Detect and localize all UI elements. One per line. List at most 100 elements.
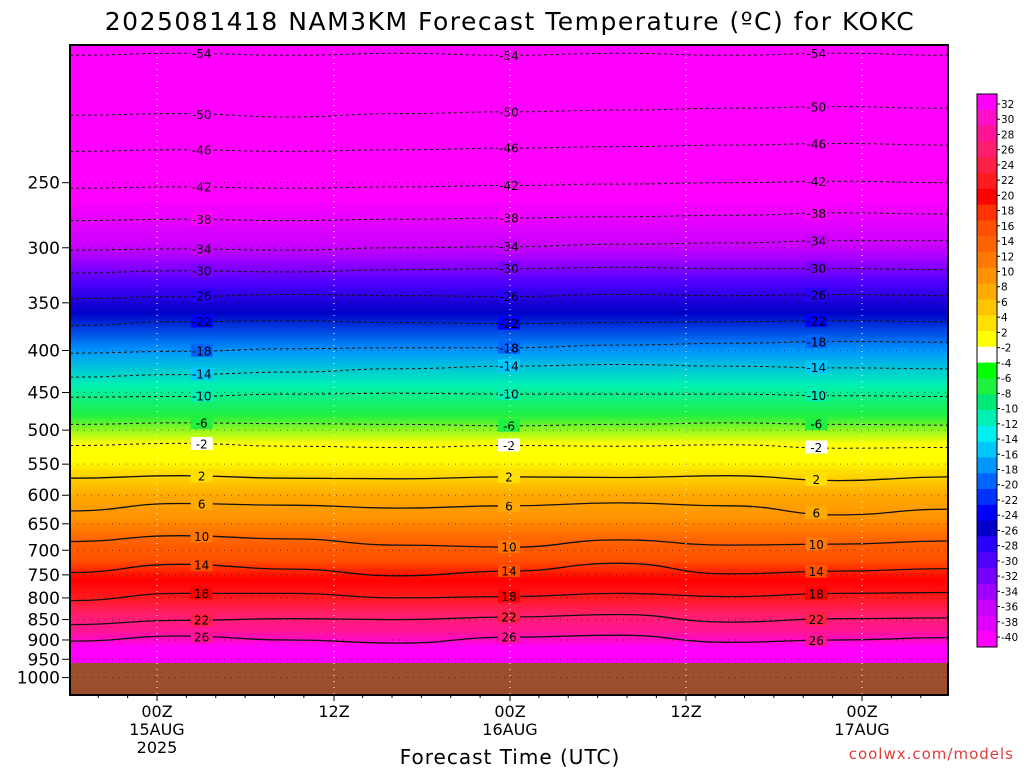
y-tick-label: 500 <box>28 421 60 441</box>
isotherm-label: -2 <box>196 437 208 451</box>
isotherm-label-bg <box>498 239 520 253</box>
below-ground-area <box>70 663 948 695</box>
isotherm-label: 26 <box>809 634 824 648</box>
colorbar-label: 14 <box>1001 236 1015 248</box>
isotherm-label: -30 <box>499 262 519 276</box>
isotherm-label: -42 <box>806 175 826 189</box>
isotherm-label-bg <box>498 178 520 192</box>
isotherm-label: -30 <box>192 265 212 279</box>
isotherm-label: 14 <box>809 565 824 579</box>
isotherm-label: -14 <box>806 361 826 375</box>
y-tick-label: 1000 <box>17 669 60 689</box>
isotherm-label: 22 <box>501 611 516 625</box>
y-tick-label: 950 <box>28 650 60 670</box>
isotherm-label: -22 <box>192 315 212 329</box>
colorbar-label: 8 <box>1001 282 1008 294</box>
colorbar-swatch <box>977 583 997 601</box>
colorbar-label: -40 <box>1001 632 1018 644</box>
isotherm-label-bg <box>805 334 828 348</box>
isotherm-label: -38 <box>806 207 826 221</box>
isotherm-label: 2 <box>198 470 206 484</box>
isotherm-label: -22 <box>499 317 519 331</box>
colorbar-label: 16 <box>1001 221 1015 233</box>
colorbar-label: -30 <box>1001 556 1018 568</box>
isotherm-label-bg <box>190 46 213 60</box>
colorbar-label: 22 <box>1001 175 1014 187</box>
y-axis: 2503003504004505005506006507007508008509… <box>17 174 70 689</box>
colorbar-label: 2 <box>1001 327 1008 339</box>
y-tick-label: 550 <box>28 455 60 475</box>
isotherm-label: -50 <box>499 105 519 119</box>
isotherm-label-bg <box>190 314 213 328</box>
colorbar-swatch <box>977 141 997 158</box>
isotherm-label: 6 <box>505 499 513 513</box>
isotherm-label: -50 <box>192 108 212 122</box>
colorbar-swatch <box>977 568 997 585</box>
isotherm-label: -46 <box>499 142 519 156</box>
colorbar-label: -18 <box>1001 464 1018 476</box>
isotherm-label-bg <box>805 564 828 578</box>
isotherm-label: -6 <box>810 418 822 432</box>
colorbar-swatch <box>977 252 997 269</box>
isotherm-label-bg <box>805 440 828 454</box>
isotherm-label: -6 <box>503 419 515 433</box>
colorbar-swatch <box>977 299 997 316</box>
isotherm-label: 26 <box>501 631 516 645</box>
isotherm-label-bg <box>498 211 520 225</box>
y-tick-label: 350 <box>28 294 60 314</box>
colorbar-label: -8 <box>1001 388 1011 400</box>
isotherm-label: -34 <box>192 243 212 257</box>
x-axis-label: Forecast Time (UTC) <box>400 745 621 768</box>
colorbar-swatch <box>977 552 997 569</box>
colorbar-label: -10 <box>1001 404 1018 416</box>
colorbar-label: -24 <box>1001 510 1018 522</box>
colorbar-label: -16 <box>1001 449 1018 461</box>
isotherm-label-bg <box>805 234 828 248</box>
isotherm-label: 10 <box>809 538 824 552</box>
isotherm-label-bg <box>190 367 213 381</box>
isotherm-label-bg <box>498 469 520 483</box>
colorbar-swatch <box>977 504 997 522</box>
colorbar-swatch <box>977 457 997 474</box>
y-tick-label: 650 <box>28 515 60 535</box>
isotherm-label-bg <box>498 630 520 644</box>
isotherm-label: -54 <box>806 47 826 61</box>
isotherm-label: -34 <box>499 240 519 254</box>
isotherm-label-bg <box>805 99 828 113</box>
y-tick-label: 450 <box>28 384 60 404</box>
isotherm-label-bg <box>498 589 520 603</box>
isotherm-label-bg <box>498 340 520 354</box>
y-tick-label: 700 <box>28 541 60 561</box>
x-tick-label: 00Z <box>846 702 877 721</box>
isotherm-label-bg <box>190 143 213 157</box>
colorbar-swatch <box>977 125 997 142</box>
colorbar-label: -28 <box>1001 541 1018 553</box>
colorbar-swatch <box>977 599 997 616</box>
isotherm-label: -18 <box>806 335 826 349</box>
isotherm-label-bg <box>805 313 828 327</box>
isotherm-label-bg <box>190 436 213 450</box>
isotherm-label-bg <box>498 289 520 303</box>
colorbar-swatch <box>977 109 997 127</box>
colorbar-label: -14 <box>1001 434 1018 446</box>
colorbar-label: 4 <box>1001 312 1008 324</box>
isotherm-label-bg <box>805 506 828 520</box>
colorbar-swatch <box>977 473 997 490</box>
y-tick-label: 850 <box>28 611 60 631</box>
isotherm-label: -2 <box>810 441 822 455</box>
isotherm-label-bg <box>498 498 520 512</box>
colorbar-swatch <box>977 157 997 174</box>
colorbar-swatch <box>977 346 997 364</box>
isotherm-label-bg <box>190 264 213 278</box>
isotherm-label: 26 <box>194 630 209 644</box>
colorbar-label: -2 <box>1001 343 1011 355</box>
isotherm-label: -38 <box>499 212 519 226</box>
colorbar: 32 30 28 26 24 22 20 18 16 14 12 10 8 6 4 2 -2 -4 -6 -8 -10 -… <box>976 93 1018 648</box>
colorbar-swatch <box>977 331 997 348</box>
colorbar-label: 6 <box>1001 297 1008 309</box>
colorbar-swatch <box>977 283 997 300</box>
colorbar-swatch <box>977 441 997 458</box>
colorbar-frame <box>976 93 998 648</box>
colorbar-label: 30 <box>1001 114 1014 126</box>
